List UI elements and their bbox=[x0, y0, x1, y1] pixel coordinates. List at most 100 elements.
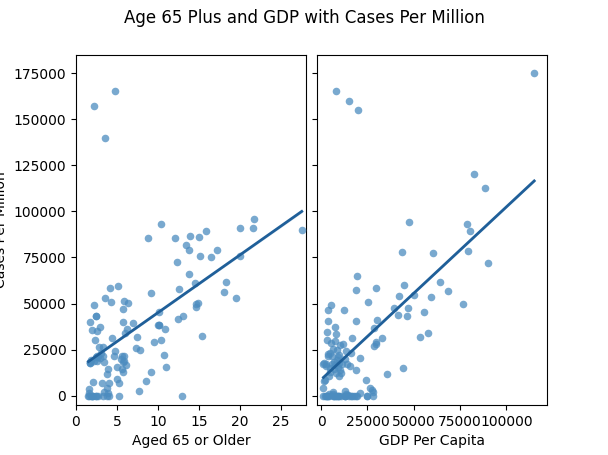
Point bbox=[336, 341, 345, 349]
Point bbox=[194, 233, 204, 241]
Point bbox=[399, 281, 409, 288]
Point bbox=[423, 329, 433, 337]
Point bbox=[336, 370, 346, 377]
Point bbox=[336, 392, 346, 399]
Point bbox=[333, 392, 342, 399]
Point bbox=[91, 392, 101, 399]
Point bbox=[235, 225, 244, 232]
Point bbox=[323, 318, 333, 325]
Point bbox=[319, 392, 328, 399]
Point bbox=[111, 88, 120, 95]
Point bbox=[196, 253, 206, 260]
Point bbox=[94, 344, 103, 351]
Point bbox=[323, 352, 333, 359]
Point bbox=[86, 392, 95, 399]
Point bbox=[331, 369, 341, 377]
Point bbox=[147, 368, 156, 375]
Point bbox=[107, 334, 117, 341]
Point bbox=[343, 392, 353, 399]
Point bbox=[323, 351, 333, 358]
Point bbox=[116, 355, 125, 363]
Point bbox=[156, 336, 166, 344]
Point bbox=[340, 387, 350, 394]
Point bbox=[174, 315, 184, 323]
Point bbox=[419, 308, 429, 316]
Point bbox=[112, 283, 122, 290]
Point bbox=[89, 102, 99, 110]
Point bbox=[87, 392, 97, 399]
Point bbox=[480, 184, 490, 191]
Point bbox=[321, 360, 331, 368]
Point bbox=[328, 392, 338, 399]
Point bbox=[95, 355, 105, 362]
Point bbox=[332, 346, 342, 353]
Point bbox=[103, 389, 113, 396]
Point bbox=[325, 368, 335, 375]
Point bbox=[232, 294, 241, 301]
Point bbox=[344, 392, 354, 399]
Point bbox=[328, 390, 338, 397]
Point bbox=[102, 385, 112, 392]
Point bbox=[146, 289, 156, 297]
Point bbox=[326, 301, 336, 308]
Point bbox=[161, 325, 170, 333]
Point bbox=[330, 337, 340, 344]
Point bbox=[88, 392, 97, 399]
Point bbox=[331, 392, 341, 399]
Point bbox=[100, 134, 109, 141]
Point bbox=[354, 390, 364, 397]
Point bbox=[328, 346, 337, 353]
Point bbox=[118, 306, 128, 313]
Point bbox=[324, 373, 334, 380]
Point bbox=[161, 363, 171, 370]
Point bbox=[201, 227, 211, 234]
Point bbox=[483, 259, 492, 266]
Point bbox=[103, 366, 112, 373]
Point bbox=[371, 339, 381, 346]
Point bbox=[219, 288, 229, 296]
Point bbox=[402, 312, 412, 319]
Point bbox=[106, 298, 116, 305]
Point bbox=[341, 390, 351, 398]
Point bbox=[135, 346, 145, 354]
Point bbox=[337, 340, 347, 348]
Point bbox=[329, 358, 339, 365]
Point bbox=[466, 228, 475, 235]
Point bbox=[92, 353, 102, 360]
Point bbox=[326, 339, 336, 347]
Point bbox=[443, 287, 453, 294]
Point bbox=[85, 359, 95, 367]
Point bbox=[95, 324, 105, 331]
Point bbox=[191, 303, 201, 310]
Point bbox=[319, 377, 329, 384]
Point bbox=[206, 254, 216, 261]
Point bbox=[427, 250, 437, 257]
Point bbox=[98, 352, 108, 359]
Point bbox=[109, 352, 119, 359]
Point bbox=[100, 359, 109, 366]
Point bbox=[371, 285, 381, 292]
Point bbox=[339, 306, 348, 313]
Point bbox=[319, 359, 329, 367]
Point bbox=[157, 220, 167, 228]
Point bbox=[369, 342, 379, 349]
Point bbox=[362, 392, 372, 399]
Point bbox=[154, 308, 164, 315]
Point bbox=[91, 313, 100, 320]
Point bbox=[297, 226, 306, 233]
Point bbox=[333, 363, 343, 370]
Point bbox=[88, 378, 98, 385]
Point bbox=[119, 352, 128, 359]
Point bbox=[122, 326, 131, 333]
Point bbox=[98, 392, 108, 399]
Point bbox=[102, 392, 112, 399]
Point bbox=[329, 392, 339, 399]
Point bbox=[85, 359, 95, 367]
Point bbox=[327, 360, 337, 368]
Point bbox=[335, 367, 345, 374]
Point bbox=[112, 375, 122, 382]
Point bbox=[371, 340, 381, 348]
Point bbox=[117, 365, 127, 373]
Point bbox=[350, 392, 359, 399]
Point bbox=[328, 388, 338, 395]
